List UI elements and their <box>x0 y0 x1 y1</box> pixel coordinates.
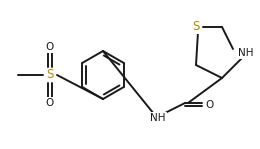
Text: O: O <box>46 98 54 108</box>
Text: S: S <box>46 69 54 82</box>
Text: O: O <box>206 100 214 110</box>
Text: S: S <box>192 21 200 34</box>
Text: NH: NH <box>150 113 166 123</box>
Text: O: O <box>46 42 54 52</box>
Text: NH: NH <box>238 48 254 58</box>
